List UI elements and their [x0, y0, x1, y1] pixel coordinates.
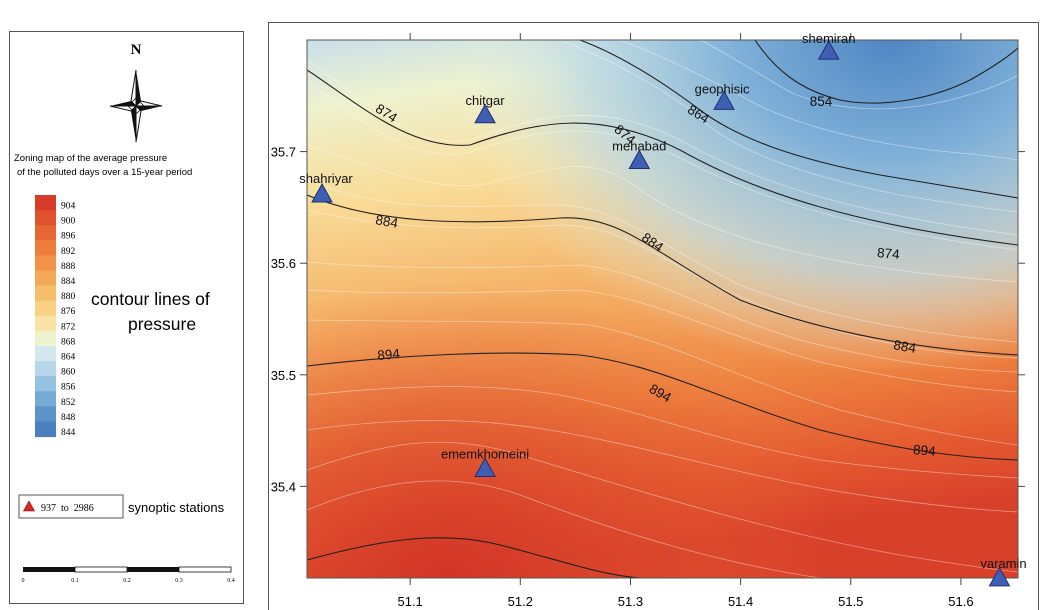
scale-value-label: 880: [61, 292, 76, 302]
scalebar-tick-label: 0: [22, 578, 25, 584]
scale-value-label: 856: [61, 383, 76, 393]
station-legend-icon: [22, 500, 36, 512]
scalebar-tick-label: 0.2: [123, 578, 131, 584]
scale-bar: [23, 566, 232, 573]
scale-value-label: 844: [61, 428, 76, 438]
scale-swatch: [35, 255, 56, 271]
x-tick-label: 51.4: [728, 594, 753, 609]
north-arrow-icon: [109, 69, 163, 143]
contour-label: 874: [877, 245, 901, 262]
scale-value-label: 860: [61, 368, 76, 378]
scale-swatch: [35, 195, 56, 211]
scalebar-ticks: 0 0.1 0.2 0.3 0.4: [22, 578, 235, 584]
y-tick-label: 35.5: [271, 368, 296, 383]
scale-swatch: [35, 225, 56, 241]
legend-panel: N Zoning map of the average pressure of …: [9, 31, 244, 604]
scale-swatch: [35, 210, 56, 226]
station-marker-icon[interactable]: [311, 182, 333, 203]
station-label-geophisic: geophisic: [695, 81, 750, 96]
station-marker-icon[interactable]: [474, 103, 496, 124]
x-tick-label: 51.2: [508, 594, 533, 609]
scale-swatch: [35, 391, 56, 407]
x-tick-label: 51.5: [838, 594, 863, 609]
scale-value-label: 872: [61, 322, 76, 332]
scale-swatch: [35, 421, 56, 438]
contour-label: 884: [892, 337, 917, 356]
x-tick-label: 51.6: [948, 594, 973, 609]
scale-value-label: 892: [61, 247, 76, 257]
scale-value-label: 884: [61, 277, 76, 287]
scale-value-label: 848: [61, 413, 76, 423]
station-label-shemiran: shemiran: [802, 31, 855, 46]
station-label-ememkhomeini: ememkhomeini: [441, 447, 529, 462]
north-label: N: [131, 42, 142, 58]
scale-value-label: 868: [61, 337, 76, 347]
scale-value-label: 852: [61, 398, 76, 408]
scale-swatch: [35, 346, 56, 362]
contour-field: [307, 40, 1018, 578]
scale-swatch: [35, 285, 56, 302]
contour-label: 894: [377, 346, 401, 363]
station-range-text: 937 to 2986: [41, 503, 94, 514]
scalebar-tick-label: 0.3: [175, 578, 183, 584]
scale-swatch: [35, 361, 56, 377]
scale-value-label: 864: [61, 353, 76, 363]
scale-value-label: 904: [61, 202, 76, 212]
y-tick-label: 35.6: [271, 256, 296, 271]
scalebar-tick-label: 0.4: [227, 578, 235, 584]
scale-swatch: [35, 300, 56, 317]
legend-title-line1: Zoning map of the average pressure: [14, 153, 167, 164]
contour-caption-line1: contour lines of: [91, 289, 210, 309]
station-label-chitgar: chitgar: [466, 93, 506, 108]
station-marker-icon[interactable]: [817, 40, 840, 60]
map-frame: [268, 22, 1039, 610]
station-caption: synoptic stations: [128, 500, 225, 515]
x-tick-label: 51.3: [618, 594, 643, 609]
station-marker-icon[interactable]: [628, 149, 651, 170]
plot-area-border: [306, 39, 1019, 579]
major-contours: [307, 40, 1018, 578]
station-marker-icon[interactable]: [988, 566, 1011, 587]
color-scale: 904 900 896 892 888 884 880 876 872 868 864 860 856 8…: [35, 195, 76, 438]
scale-value-label: 888: [61, 262, 76, 272]
contour-label: 884: [374, 212, 399, 231]
scale-swatch: [35, 376, 56, 392]
minor-contours: [307, 40, 1018, 578]
contour-caption-line2: pressure: [128, 314, 196, 334]
scale-value-label: 900: [61, 217, 76, 227]
station-label-varamin: varamin: [980, 556, 1026, 571]
scale-value-label: 876: [61, 307, 76, 317]
y-tick-label: 35.4: [271, 479, 296, 494]
scale-swatch: [35, 330, 56, 347]
scale-swatch: [35, 406, 56, 422]
contour-label: 894: [913, 442, 937, 459]
scalebar-tick-label: 0.1: [71, 578, 79, 584]
station-marker-icon[interactable]: [474, 457, 496, 478]
legend-svg: N Zoning map of the average pressure of …: [14, 42, 235, 584]
station-legend-box: [18, 494, 124, 519]
legend-title-line2: of the polluted days over a 15-year peri…: [17, 167, 192, 178]
axis-ticks: 51.1 51.2 51.3 51.4 51.5 51.6 35.7 35.6 35.5 35.4: [271, 33, 1025, 609]
scale-swatch: [35, 315, 56, 332]
scale-value-label: 896: [61, 232, 76, 242]
contour-label: 854: [810, 94, 833, 109]
station-marker-icon[interactable]: [713, 90, 735, 110]
scale-swatch: [35, 240, 56, 256]
stations-layer: shemiran geophisic chitgar mehabad shahriyar…: [299, 31, 1027, 587]
scale-swatch: [35, 270, 56, 287]
station-label-mehabad: mehabad: [612, 139, 666, 154]
station-label-shahriyar: shahriyar: [299, 171, 353, 186]
y-tick-label: 35.7: [271, 145, 296, 160]
x-tick-label: 51.1: [397, 594, 422, 609]
